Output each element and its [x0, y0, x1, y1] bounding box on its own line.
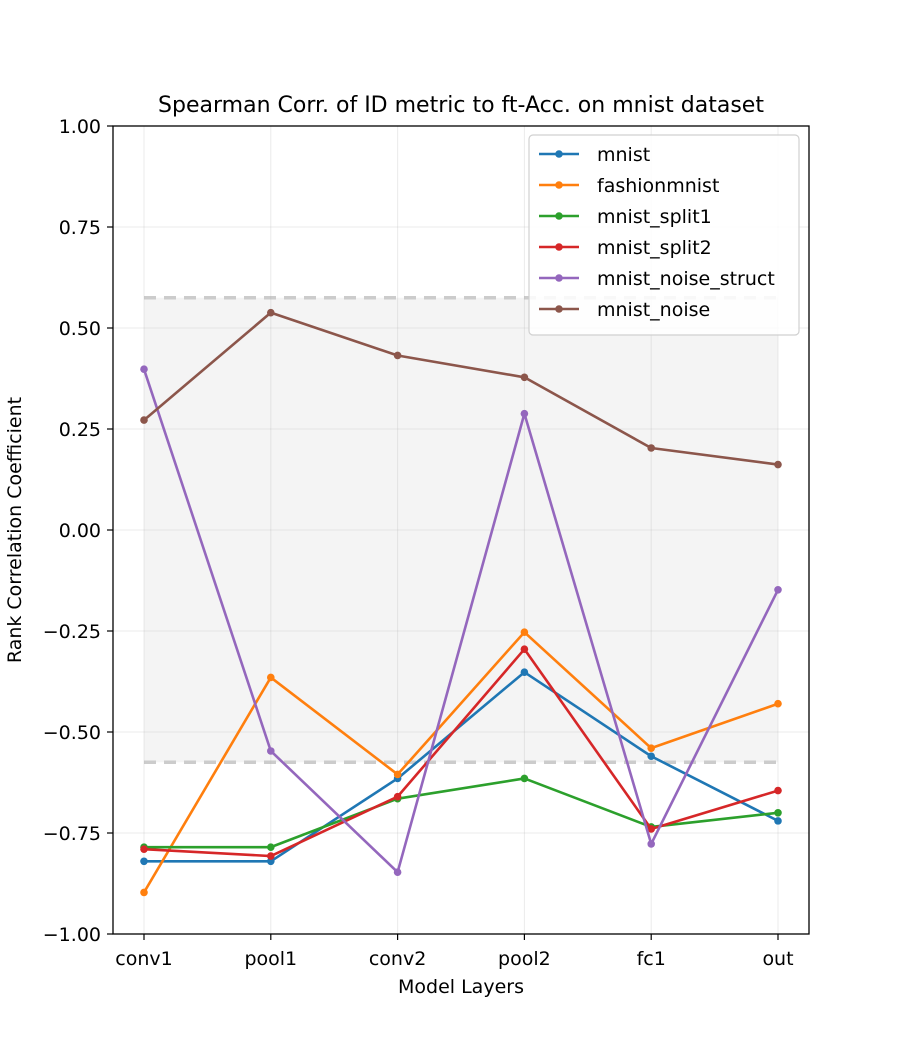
data-point — [393, 770, 402, 779]
series-lines — [140, 308, 782, 897]
data-point — [140, 416, 148, 424]
y-tick-label: 0.00 — [59, 520, 101, 542]
x-tick-label: out — [762, 948, 793, 970]
legend-entry: mnist_noise — [539, 299, 710, 321]
data-point — [393, 351, 402, 360]
series-line — [142, 368, 780, 874]
legend-box — [528, 134, 800, 336]
series-line — [144, 777, 779, 849]
grid — [113, 125, 809, 935]
data-point — [267, 857, 275, 866]
data-point — [267, 308, 275, 317]
y-tick-label: −0.50 — [43, 722, 101, 744]
legend-entry: mnist_noise_struct — [539, 268, 775, 290]
y-tick-label: 1.00 — [59, 116, 101, 138]
data-point — [647, 744, 655, 752]
x-tick-label: conv2 — [369, 948, 426, 970]
data-point — [774, 809, 782, 817]
data-point — [647, 752, 655, 761]
x-axis-label: Model Layers — [398, 976, 524, 998]
series-mnist_noise_struct — [140, 365, 782, 876]
data-point — [140, 888, 148, 897]
data-point — [267, 747, 275, 755]
data-point — [647, 825, 655, 833]
series-line — [144, 670, 779, 863]
legend-swatch-marker — [555, 150, 563, 158]
data-point — [520, 628, 529, 637]
legend-label: mnist_noise_struct — [597, 268, 775, 290]
x-tick-label: conv1 — [115, 948, 172, 970]
axes: −1.00 −0.75 −0.50 −0.25 0.00 0.25 0.50 0.75 1.00… — [43, 116, 810, 970]
data-point — [774, 699, 782, 708]
legend-label: mnist_noise — [597, 299, 710, 321]
data-point — [393, 868, 402, 876]
series-fashionmnist — [140, 628, 782, 897]
data-point — [520, 645, 529, 653]
legend-swatch-marker — [555, 243, 563, 251]
x-tick-label: pool2 — [498, 948, 551, 970]
legend-entry: mnist — [539, 144, 650, 166]
data-point — [647, 444, 655, 452]
chart-title: Spearman Corr. of ID metric to ft-Acc. o… — [158, 93, 764, 118]
legend-label: mnist_split1 — [597, 206, 712, 228]
legend-swatch-marker — [555, 181, 563, 189]
data-point — [140, 845, 148, 853]
data-point — [774, 786, 782, 795]
y-tick-label: 0.75 — [59, 217, 101, 239]
data-point — [520, 774, 529, 783]
data-point — [267, 673, 275, 682]
series-line — [142, 630, 779, 894]
series-mnist_noise — [140, 308, 782, 469]
data-point — [520, 409, 529, 418]
legend: mnist fashionmnist mnist_split1 mnist_split… — [528, 134, 800, 336]
legend-label: fashionmnist — [597, 175, 719, 197]
series-line — [143, 311, 779, 466]
series-mnist_split2 — [140, 645, 782, 860]
data-point — [774, 460, 782, 469]
y-tick-label: −0.25 — [43, 621, 101, 643]
data-point — [267, 843, 275, 851]
y-tick-label: 0.50 — [59, 318, 101, 340]
y-tick-label: 0.25 — [59, 419, 101, 441]
data-point — [774, 817, 782, 825]
series-line — [143, 647, 779, 858]
legend-swatch-marker — [555, 305, 563, 313]
legend-swatch-marker — [555, 212, 563, 220]
data-point — [520, 373, 529, 382]
legend-entry: mnist_split2 — [539, 237, 712, 259]
data-point — [140, 365, 148, 374]
x-tick-label: fc1 — [637, 948, 666, 970]
legend-swatch-marker — [555, 274, 563, 282]
y-tick-label: −0.75 — [43, 823, 101, 845]
legend-label: mnist_split2 — [597, 237, 712, 259]
data-point — [520, 668, 529, 677]
data-point — [393, 792, 402, 801]
y-tick-label: −1.00 — [43, 924, 101, 946]
series-mnist — [140, 668, 782, 866]
data-point — [647, 840, 655, 848]
data-point — [774, 585, 782, 594]
data-point — [267, 852, 275, 860]
legend-label: mnist — [597, 144, 650, 166]
x-tick-label: pool1 — [244, 948, 297, 970]
data-point — [140, 857, 148, 866]
y-axis-label: Rank Correlation Coefficient — [4, 397, 26, 663]
legend-entry: mnist_split1 — [539, 206, 712, 228]
legend-entry: fashionmnist — [539, 175, 719, 197]
